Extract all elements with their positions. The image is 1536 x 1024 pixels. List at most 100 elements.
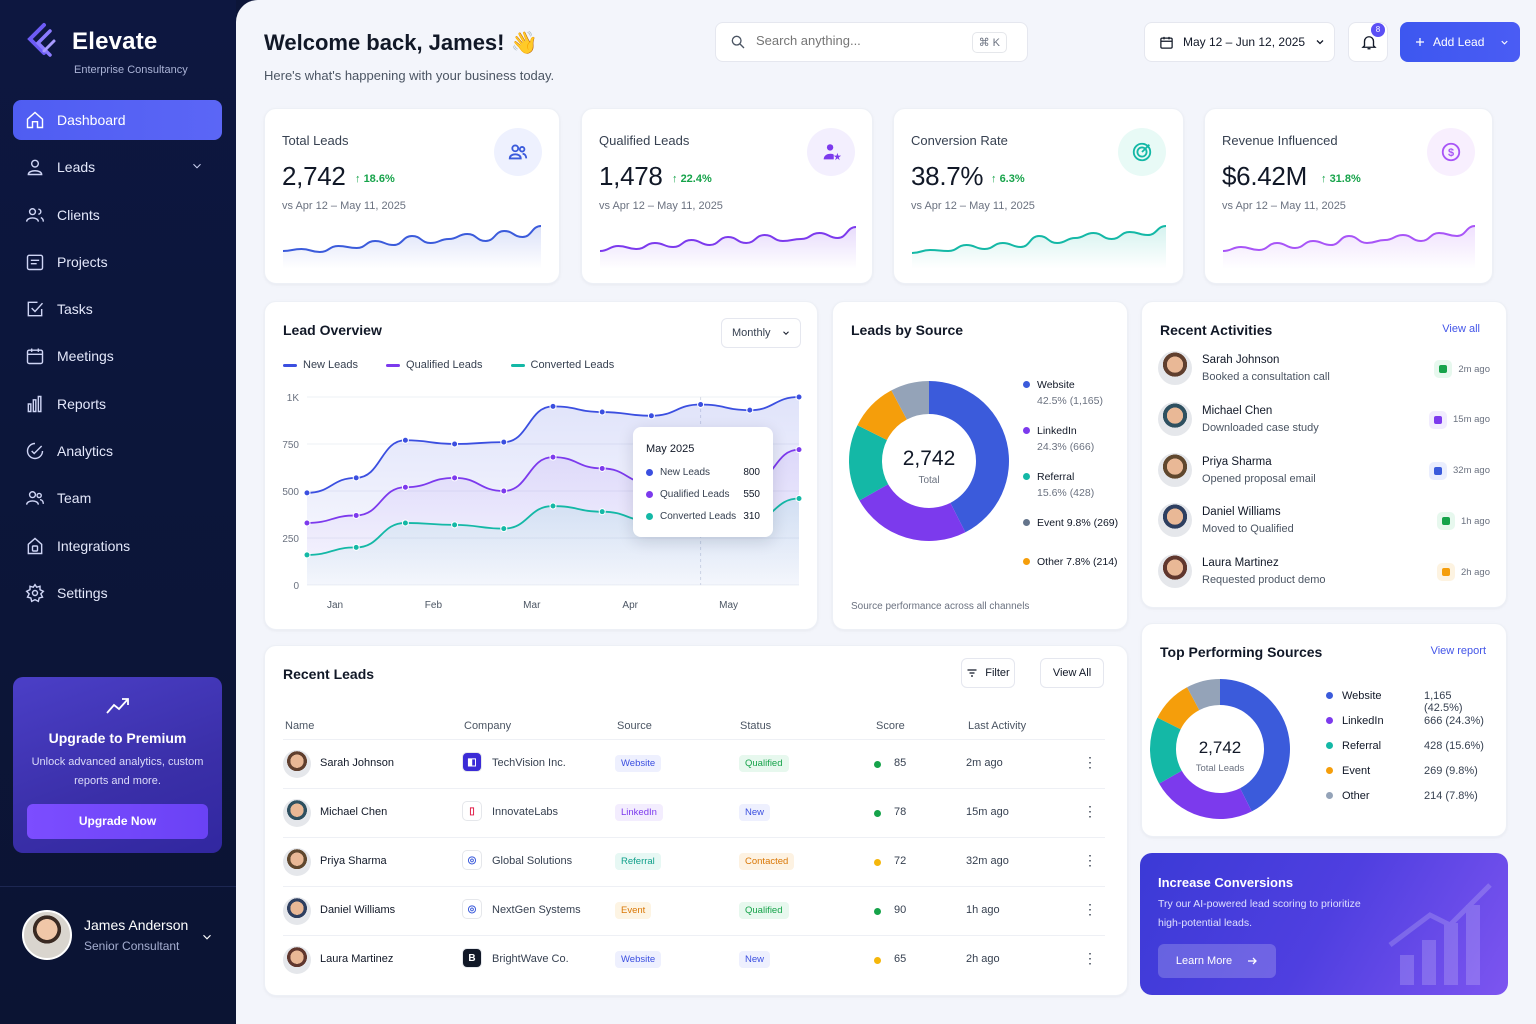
- notifications-button[interactable]: 8: [1348, 22, 1388, 62]
- lead-name[interactable]: Priya Sharma: [320, 855, 387, 867]
- donut-slice[interactable]: [929, 381, 1009, 533]
- donut-slice[interactable]: [857, 390, 907, 440]
- column-header[interactable]: Name: [285, 720, 315, 732]
- data-point[interactable]: [697, 401, 705, 409]
- data-point[interactable]: [401, 436, 409, 444]
- view-all-button[interactable]: View All: [1040, 658, 1104, 688]
- more-options-icon[interactable]: ⋮: [1083, 754, 1097, 770]
- table-row[interactable]: Sarah Johnson ◧ TechVision Inc. Website Qual…: [283, 739, 1105, 788]
- chart-tooltip: May 2025 New Leads 800 Qualified Leads 550…: [633, 427, 773, 537]
- kpi-card-total-leads[interactable]: Total Leads 2,742 ↑ 18.6% vs Apr 12 – Ma…: [264, 108, 560, 284]
- sidebar-item-clients[interactable]: Clients: [13, 195, 222, 235]
- view-report-link[interactable]: View report: [1430, 645, 1486, 657]
- data-point[interactable]: [500, 487, 508, 495]
- activity-item[interactable]: Michael Chen Downloaded case study 15m ago: [1158, 399, 1490, 443]
- kpi-card-revenue-influenced[interactable]: Revenue Influenced $6.42M ↑ 31.8% vs Apr…: [1204, 108, 1493, 284]
- table-row[interactable]: Priya Sharma ◎ Global Solutions Referral Con…: [283, 837, 1105, 886]
- data-point[interactable]: [549, 453, 557, 461]
- data-point[interactable]: [795, 393, 803, 401]
- sidebar-item-tasks[interactable]: Tasks: [13, 289, 222, 329]
- data-point[interactable]: [647, 412, 655, 420]
- more-options-icon[interactable]: ⋮: [1083, 901, 1097, 917]
- sidebar-item-team[interactable]: Team: [13, 478, 222, 518]
- data-point[interactable]: [401, 483, 409, 491]
- data-point[interactable]: [303, 519, 311, 527]
- search-bar[interactable]: ⌘ K: [715, 22, 1028, 62]
- data-point[interactable]: [451, 521, 459, 529]
- data-point[interactable]: [401, 519, 409, 527]
- data-point[interactable]: [746, 406, 754, 414]
- add-lead-button[interactable]: Add Lead: [1400, 22, 1520, 62]
- search-input[interactable]: [756, 33, 956, 48]
- donut-slice[interactable]: [1159, 770, 1252, 819]
- data-point[interactable]: [500, 525, 508, 533]
- sidebar-item-settings[interactable]: Settings: [13, 573, 222, 613]
- activity-item[interactable]: Laura Martinez Requested product demo 2h a…: [1158, 551, 1490, 595]
- learn-more-button[interactable]: Learn More: [1158, 944, 1276, 978]
- upgrade-now-button[interactable]: Upgrade Now: [27, 804, 208, 839]
- brand[interactable]: Elevate Enterprise Consultancy: [24, 22, 188, 76]
- table-row[interactable]: Daniel Williams ◎ NextGen Systems Event Qual…: [283, 886, 1105, 935]
- sidebar-item-dashboard[interactable]: Dashboard: [13, 100, 222, 140]
- column-header[interactable]: Score: [876, 720, 905, 732]
- more-options-icon[interactable]: ⋮: [1083, 803, 1097, 819]
- donut-slice[interactable]: [1220, 679, 1290, 812]
- period-select[interactable]: Monthly: [721, 318, 801, 348]
- data-point[interactable]: [303, 489, 311, 497]
- view-all-link[interactable]: View all: [1442, 323, 1480, 335]
- data-point[interactable]: [598, 508, 606, 516]
- data-point[interactable]: [795, 446, 803, 454]
- activity-item[interactable]: Sarah Johnson Booked a consultation call 2…: [1158, 348, 1490, 392]
- data-point[interactable]: [352, 474, 360, 482]
- top-sources-donut[interactable]: 2,742 Total Leads: [1150, 672, 1300, 832]
- filter-button[interactable]: Filter: [961, 658, 1015, 688]
- data-point[interactable]: [451, 474, 459, 482]
- donut-slice[interactable]: [849, 425, 889, 501]
- kpi-label: Revenue Influenced: [1222, 133, 1338, 148]
- data-point[interactable]: [795, 495, 803, 503]
- data-point[interactable]: [549, 402, 557, 410]
- kpi-card-qualified-leads[interactable]: Qualified Leads 1,478 ↑ 22.4% vs Apr 12 …: [581, 108, 873, 284]
- lead-name[interactable]: Michael Chen: [320, 806, 388, 818]
- sidebar-item-reports[interactable]: Reports: [13, 384, 222, 424]
- activity-item[interactable]: Priya Sharma Opened proposal email 32m ago: [1158, 450, 1490, 494]
- data-point[interactable]: [598, 464, 606, 472]
- donut-slice[interactable]: [891, 381, 929, 420]
- table-row[interactable]: Laura Martinez B BrightWave Co. Website New 6…: [283, 935, 1105, 984]
- data-point[interactable]: [500, 438, 508, 446]
- date-range-picker[interactable]: May 12 – Jun 12, 2025: [1144, 22, 1335, 62]
- leads-by-source-donut[interactable]: 2,742 Total: [843, 364, 1023, 564]
- data-point[interactable]: [549, 502, 557, 510]
- sparkline-area: [283, 226, 541, 269]
- data-point[interactable]: [303, 551, 311, 559]
- chevron-down-icon[interactable]: [200, 930, 214, 944]
- donut-slice[interactable]: [1150, 717, 1182, 784]
- sidebar-item-integrations[interactable]: Integrations: [13, 526, 222, 566]
- activity-item[interactable]: Daniel Williams Moved to Qualified 1h ago: [1158, 500, 1490, 544]
- sidebar-item-projects[interactable]: Projects: [13, 242, 222, 282]
- table-row[interactable]: Michael Chen ▯ InnovateLabs LinkedIn New 78 15…: [283, 788, 1105, 837]
- more-options-icon[interactable]: ⋮: [1083, 950, 1097, 966]
- donut-slice[interactable]: [859, 484, 966, 541]
- more-options-icon[interactable]: ⋮: [1083, 852, 1097, 868]
- sidebar-item-leads[interactable]: Leads: [13, 147, 222, 187]
- search-icon: [731, 35, 745, 49]
- sidebar-item-meetings[interactable]: Meetings: [13, 336, 222, 376]
- sidebar-item-analytics[interactable]: Analytics: [13, 431, 222, 471]
- column-header[interactable]: Source: [617, 720, 652, 732]
- kpi-card-conversion-rate[interactable]: Conversion Rate 38.7% ↑ 6.3% vs Apr 12 –…: [893, 108, 1184, 284]
- lead-name[interactable]: Daniel Williams: [320, 904, 396, 916]
- column-header[interactable]: Company: [464, 720, 512, 732]
- data-point[interactable]: [352, 543, 360, 551]
- data-point[interactable]: [598, 408, 606, 416]
- donut-slice[interactable]: [1157, 687, 1200, 730]
- sparkline-line: [599, 226, 857, 252]
- data-point[interactable]: [451, 440, 459, 448]
- column-header[interactable]: Status: [740, 720, 772, 732]
- lead-name[interactable]: Laura Martinez: [320, 953, 394, 965]
- column-header[interactable]: Last Activity: [968, 720, 1027, 732]
- user-profile[interactable]: James Anderson Senior Consultant: [22, 910, 211, 960]
- data-point[interactable]: [352, 511, 360, 519]
- lead-name[interactable]: Sarah Johnson: [320, 757, 394, 769]
- donut-slice[interactable]: [1187, 679, 1220, 711]
